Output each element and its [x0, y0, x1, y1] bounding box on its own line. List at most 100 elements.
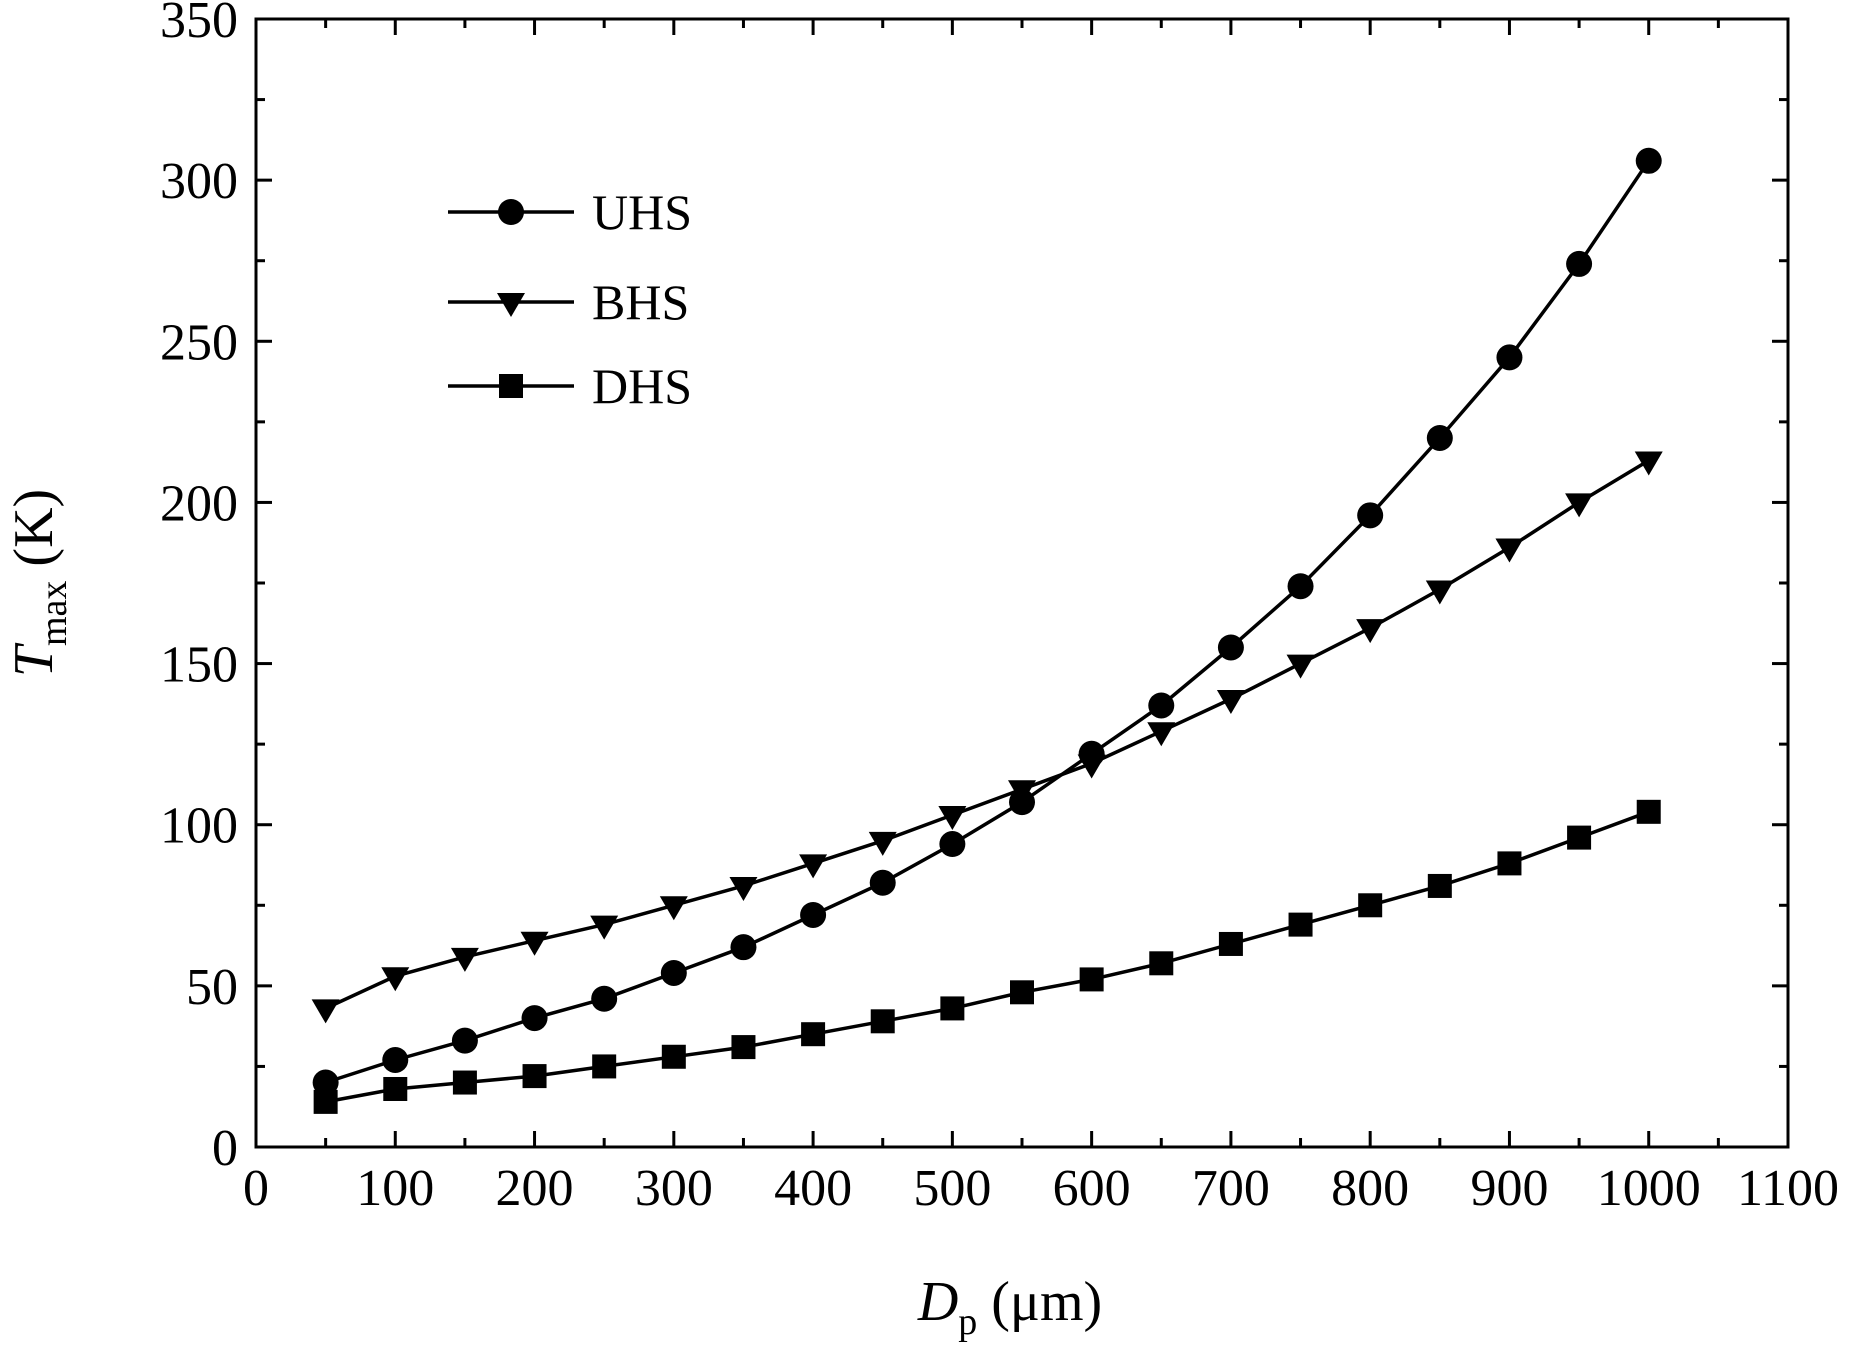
- data-point-dhs: [592, 1054, 617, 1079]
- y-axis-title-sub: max: [33, 581, 75, 646]
- data-point-dhs: [1567, 825, 1592, 850]
- legend-item-bhs: BHS: [448, 274, 689, 330]
- data-point-uhs: [1496, 344, 1523, 371]
- data-point-bhs: [1495, 538, 1524, 563]
- data-point-bhs: [659, 896, 688, 921]
- x-tick-label: 1100: [1737, 1160, 1839, 1217]
- x-axis-title-sub: p: [958, 1301, 977, 1343]
- x-tick-label: 100: [356, 1160, 434, 1217]
- data-point-bhs: [938, 806, 967, 831]
- x-tick-label: 400: [774, 1160, 852, 1217]
- data-point-dhs: [1288, 912, 1313, 937]
- y-tick-label: 250: [160, 314, 238, 371]
- data-point-dhs: [1010, 980, 1034, 1005]
- x-tick-label: 200: [496, 1160, 574, 1217]
- x-axis-title: Dp (μm): [917, 1271, 1102, 1343]
- data-point-uhs: [1217, 634, 1244, 661]
- data-point-uhs: [730, 934, 757, 961]
- tick-labels: 0 100 200 300 400 500 600 700 800 900 1000 1100 0 50 1…: [160, 0, 1839, 1217]
- data-point-uhs: [591, 985, 618, 1012]
- data-point-uhs: [1357, 502, 1384, 529]
- series-dhs: [313, 799, 1661, 1114]
- data-point-dhs: [1358, 893, 1383, 918]
- data-point-uhs: [382, 1046, 409, 1073]
- data-point-uhs: [1426, 424, 1453, 451]
- data-point-bhs: [1634, 451, 1663, 476]
- data-point-bhs: [1565, 493, 1594, 518]
- y-tick-label: 50: [186, 959, 238, 1016]
- data-point-dhs: [1497, 851, 1522, 876]
- data-point-uhs: [800, 901, 827, 928]
- data-point-bhs: [450, 947, 479, 972]
- data-point-bhs: [868, 831, 897, 856]
- data-point-dhs: [1636, 799, 1661, 824]
- x-tick-label: 1000: [1597, 1160, 1701, 1217]
- data-point-uhs: [939, 831, 966, 858]
- y-tick-label: 200: [160, 475, 238, 532]
- data-point-dhs: [801, 1022, 826, 1047]
- data-point-bhs: [381, 967, 410, 992]
- data-point-uhs: [1635, 147, 1662, 174]
- data-point-uhs: [660, 959, 687, 986]
- y-tick-label: 300: [160, 153, 238, 210]
- legend-label-uhs: UHS: [592, 184, 692, 240]
- data-point-dhs: [1427, 873, 1452, 898]
- x-axis-title-unit: (μm): [991, 1271, 1102, 1333]
- legend-item-dhs: DHS: [448, 358, 692, 414]
- series-line-bhs: [324, 459, 1650, 1010]
- legend-item-uhs: UHS: [448, 184, 692, 240]
- legend-marker-uhs: [498, 199, 524, 225]
- x-tick-label: 0: [243, 1160, 269, 1217]
- data-point-bhs: [729, 876, 758, 901]
- data-point-bhs: [1425, 580, 1454, 605]
- y-tick-label: 100: [160, 798, 238, 855]
- data-point-bhs: [520, 931, 549, 956]
- data-point-bhs: [1077, 754, 1106, 779]
- x-tick-label: 600: [1053, 1160, 1131, 1217]
- data-point-uhs: [1148, 692, 1175, 719]
- data-point-bhs: [590, 915, 619, 940]
- x-tick-label: 800: [1331, 1160, 1409, 1217]
- legend: UHS BHS DHS: [448, 184, 692, 414]
- data-point-dhs: [661, 1044, 686, 1069]
- data-point-dhs: [1218, 931, 1243, 956]
- data-point-bhs: [799, 854, 828, 879]
- x-tick-label: 700: [1192, 1160, 1270, 1217]
- data-point-bhs: [1356, 619, 1385, 644]
- data-point-bhs: [1286, 654, 1315, 679]
- data-point-dhs: [1079, 967, 1104, 992]
- x-tick-label: 500: [913, 1160, 991, 1217]
- data-point-dhs: [870, 1009, 895, 1034]
- series-layer: [311, 147, 1663, 1114]
- legend-marker-bhs: [497, 293, 525, 317]
- data-point-dhs: [1149, 951, 1174, 976]
- legend-marker-dhs: [499, 374, 523, 398]
- data-point-uhs: [1566, 250, 1593, 277]
- series-bhs: [311, 451, 1663, 1024]
- data-point-uhs: [869, 869, 896, 896]
- x-tick-label: 900: [1470, 1160, 1548, 1217]
- y-axis-title-unit: (K): [3, 489, 65, 567]
- y-tick-label: 150: [160, 637, 238, 694]
- data-point-dhs: [313, 1089, 338, 1114]
- data-point-uhs: [312, 1069, 339, 1096]
- y-axis-title: Tmax (K): [3, 489, 75, 677]
- y-tick-label: 350: [160, 0, 238, 49]
- y-tick-label: 0: [212, 1120, 238, 1177]
- y-axis-title-main: T: [3, 642, 65, 677]
- legend-label-bhs: BHS: [592, 274, 689, 330]
- data-point-bhs: [1008, 780, 1036, 805]
- plot-frame: [254, 17, 1790, 1149]
- data-point-dhs: [731, 1035, 756, 1060]
- data-point-uhs: [451, 1027, 478, 1054]
- data-point-dhs: [452, 1070, 477, 1095]
- x-axis-title-main: D: [917, 1271, 958, 1333]
- series-uhs: [312, 147, 1662, 1096]
- data-point-bhs: [1216, 690, 1245, 715]
- axis-ticks: [254, 17, 1790, 1149]
- data-point-bhs: [1147, 722, 1176, 747]
- data-point-dhs: [383, 1076, 408, 1101]
- data-point-bhs: [311, 999, 340, 1024]
- data-point-dhs: [522, 1064, 547, 1089]
